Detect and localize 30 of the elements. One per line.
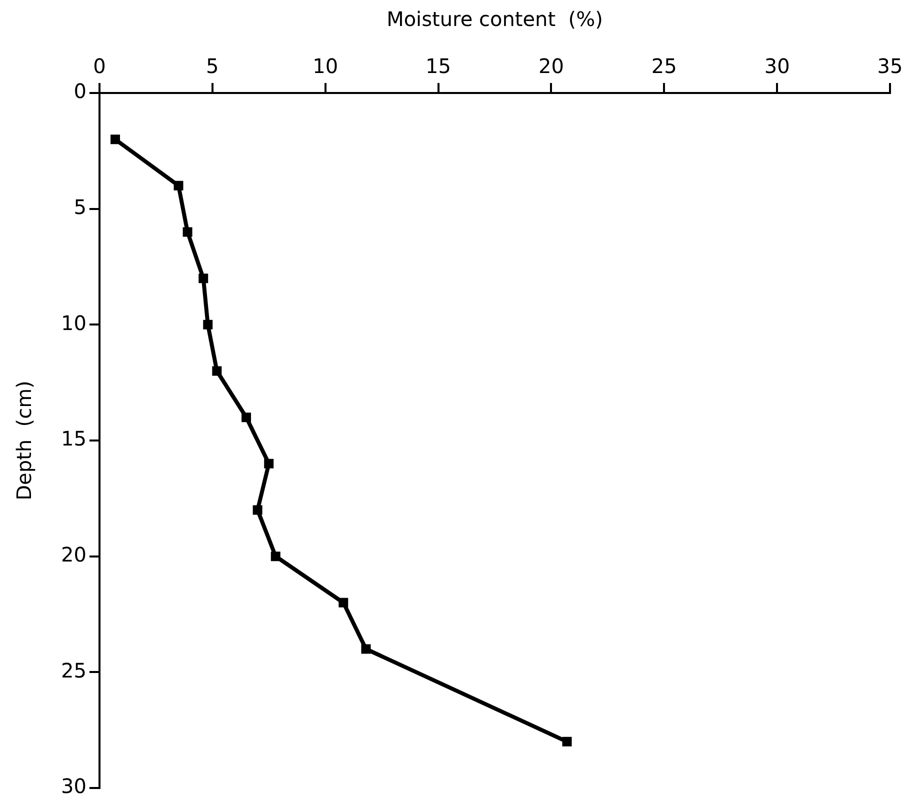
y-tick-label: 10 [60, 310, 86, 335]
point [212, 366, 222, 376]
x-tick-label: 5 [206, 54, 219, 78]
y-tick-label: 5 [74, 195, 86, 220]
x-tick-label: 20 [538, 54, 564, 78]
x-axis-title: Moisture content (%) [386, 7, 603, 32]
point [264, 458, 274, 468]
point [338, 598, 348, 608]
x-tick-label: 10 [312, 54, 338, 78]
y-tick-label: 0 [74, 79, 86, 104]
y-tick-label: 30 [60, 774, 86, 798]
point [361, 644, 371, 654]
point [252, 505, 262, 515]
point [203, 320, 213, 330]
point [110, 134, 120, 144]
point [242, 412, 252, 422]
x-tick-label: 35 [877, 54, 903, 78]
x-tick-label: 15 [426, 54, 451, 78]
y-tick-label: 25 [60, 658, 86, 682]
x-tick-label: 25 [651, 54, 677, 78]
point [182, 227, 192, 237]
x-tick-label: 30 [764, 54, 790, 78]
point [562, 736, 572, 746]
point [198, 274, 208, 284]
x-tick-label: 0 [93, 54, 106, 78]
y-tick-label: 15 [60, 426, 86, 451]
point [174, 180, 184, 190]
point [270, 552, 280, 562]
y-tick-label: 20 [60, 542, 86, 567]
y-axis-title: Depth (cm) [12, 380, 36, 500]
